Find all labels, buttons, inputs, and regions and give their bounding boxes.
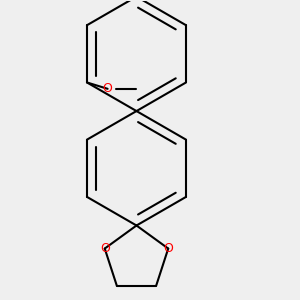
Text: O: O xyxy=(100,242,110,255)
Text: O: O xyxy=(163,242,173,255)
Text: O: O xyxy=(103,82,112,95)
